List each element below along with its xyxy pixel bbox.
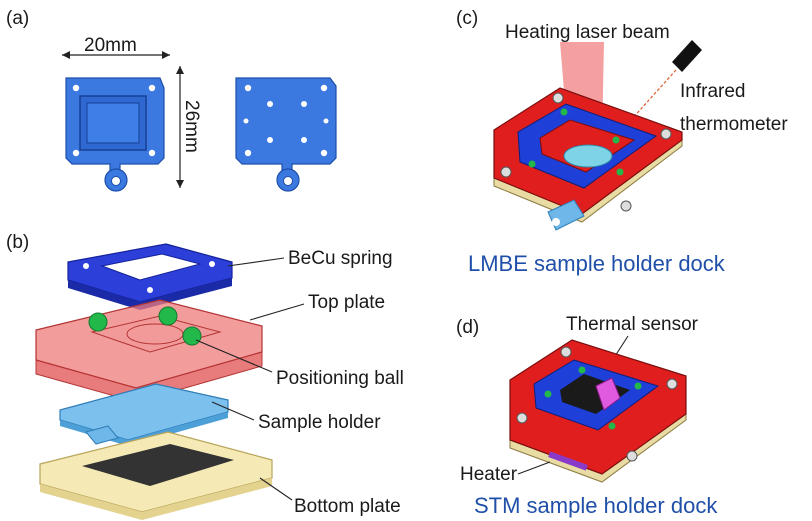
label-bottom-plate: Bottom plate (294, 496, 401, 517)
label-positioning-ball: Positioning ball (276, 368, 404, 389)
label-heating-laser-beam: Heating laser beam (505, 22, 670, 43)
panel-label-a: (a) (6, 8, 29, 29)
sample-holder-back-view (235, 77, 337, 192)
stm-dock (509, 339, 687, 483)
panel-label-c: (c) (456, 8, 478, 29)
bottom-plate (39, 431, 273, 520)
leader-lines (195, 257, 305, 501)
becu-spring (67, 243, 233, 310)
caption-lmbe-dock: LMBE sample holder dock (468, 251, 726, 276)
heater-leader-line (517, 461, 551, 475)
infrared-thermometer-icon (603, 40, 702, 151)
lmbe-dock (493, 87, 683, 231)
height-dimension-label: 26mm (181, 100, 202, 153)
label-top-plate: Top plate (308, 292, 385, 313)
label-infrared: Infrared (680, 81, 745, 102)
positioning-balls (88, 306, 202, 346)
label-heater: Heater (460, 464, 518, 485)
label-becu-spring: BeCu spring (288, 248, 393, 269)
sample-holder-front-view (65, 77, 165, 192)
panel-label-d: (d) (456, 317, 479, 338)
panel-label-b: (b) (6, 232, 29, 253)
label-sample-holder: Sample holder (258, 412, 381, 433)
caption-stm-dock: STM sample holder dock (474, 493, 718, 518)
sample-holder-part (59, 383, 229, 446)
height-dimension-line (176, 66, 184, 188)
label-thermometer: thermometer (680, 114, 788, 135)
width-dimension-line (62, 51, 170, 59)
label-thermal-sensor: Thermal sensor (566, 314, 699, 335)
width-dimension-label: 20mm (84, 35, 137, 56)
